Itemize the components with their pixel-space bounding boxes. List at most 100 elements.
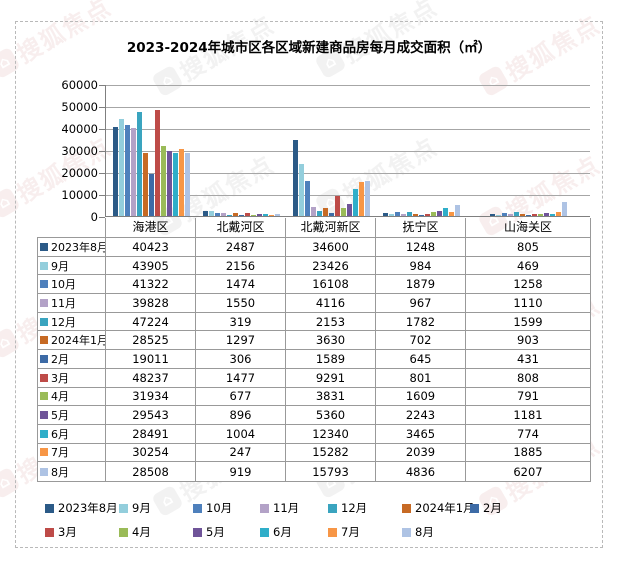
table-row-label-10月: 10月 — [38, 275, 106, 295]
bar-4月-海港区 — [160, 146, 166, 216]
bar-5月-北戴河区 — [256, 214, 262, 216]
bar-4月-抚宁区 — [430, 212, 436, 216]
table-cell-11月-北戴河新区: 4116 — [286, 294, 376, 313]
table-cell-2024年1月-北戴河区: 1297 — [196, 331, 286, 351]
table-cell-10月-北戴河区: 1474 — [196, 275, 286, 295]
table-row-label-text: 2023年8月 — [51, 240, 106, 254]
y-axis-tick-mark — [99, 129, 105, 130]
legend-label: 4月 — [132, 525, 151, 539]
table-cell-7月-抚宁区: 2039 — [376, 443, 466, 463]
bar-9月-北戴河区 — [208, 211, 214, 216]
legend-item-2024年1月: 2024年1月 — [402, 500, 475, 516]
legend-key-icon — [40, 467, 48, 476]
bar-6月-海港区 — [172, 153, 178, 216]
legend-key-icon — [40, 354, 48, 363]
table-cell-2023年8月-海港区: 40423 — [106, 238, 196, 257]
bar-3月-北戴河新区 — [334, 196, 340, 216]
y-axis: 60000 50000 40000 30000 20000 10000 0 — [50, 0, 98, 240]
table-cell-9月-海港区: 43905 — [106, 256, 196, 276]
legend-swatch-icon — [119, 527, 128, 537]
table-cell-3月-海港区: 48237 — [106, 368, 196, 388]
legend-label: 7月 — [341, 525, 360, 539]
table-row-label-text: 5月 — [51, 409, 69, 423]
bar-3月-抚宁区 — [424, 214, 430, 216]
table-cell-7月-北戴河区: 247 — [196, 443, 286, 463]
legend-item-2023年8月: 2023年8月 — [45, 500, 118, 516]
table-row-label-text: 6月 — [51, 427, 69, 441]
legend-item-12月: 12月 — [328, 500, 367, 516]
legend-label: 2024年1月 — [415, 501, 475, 515]
table-cell-7月-海港区: 30254 — [106, 443, 196, 463]
legend-label: 8月 — [415, 525, 434, 539]
table-cell-5月-北戴河新区: 5360 — [286, 406, 376, 425]
legend-key-icon — [40, 392, 48, 401]
bar-6月-山海关区 — [550, 214, 555, 216]
table-cell-4月-北戴河区: 677 — [196, 387, 286, 407]
legend-swatch-icon — [45, 527, 54, 537]
bar-5月-抚宁区 — [436, 211, 442, 216]
legend-key-icon — [40, 411, 48, 420]
bar-2月-北戴河新区 — [328, 213, 334, 216]
table-row-label-8月: 8月 — [38, 462, 106, 481]
table-row-label-text: 2月 — [51, 352, 69, 366]
bar-10月-山海关区 — [502, 213, 507, 216]
table-cell-11月-山海关区: 1110 — [466, 294, 590, 313]
bar-8月-海港区 — [184, 153, 190, 216]
table-cell-8月-海港区: 28508 — [106, 462, 196, 481]
table-row-label-text: 2024年1月 — [51, 334, 106, 348]
bar-2024年1月-山海关区 — [520, 214, 525, 216]
gridline — [106, 195, 590, 196]
y-axis-tick-mark — [99, 107, 105, 108]
bar-2023年8月-山海关区 — [490, 214, 495, 216]
bar-2月-抚宁区 — [418, 215, 424, 216]
y-axis-tick-mark — [99, 173, 105, 174]
bar-2024年1月-北戴河区 — [232, 213, 238, 216]
table-cell-9月-北戴河区: 2156 — [196, 256, 286, 276]
legend-label: 9月 — [132, 501, 151, 515]
bar-5月-北戴河新区 — [346, 204, 352, 216]
table-row-label-12月: 12月 — [38, 312, 106, 332]
bar-4月-北戴河新区 — [340, 208, 346, 216]
bar-11月-抚宁区 — [400, 214, 406, 216]
table-cell-2月-海港区: 19011 — [106, 350, 196, 369]
bar-10月-抚宁区 — [394, 212, 400, 216]
bar-11月-海港区 — [130, 128, 136, 216]
bar-12月-抚宁区 — [406, 212, 412, 216]
legend-key-icon — [40, 298, 48, 307]
table-cell-12月-北戴河区: 319 — [196, 312, 286, 332]
table-row-label-11月: 11月 — [38, 294, 106, 313]
table-cell-8月-抚宁区: 4836 — [376, 462, 466, 481]
bar-12月-北戴河新区 — [316, 211, 322, 216]
table-row-label-4月: 4月 — [38, 387, 106, 407]
table-cell-2024年1月-海港区: 28525 — [106, 331, 196, 351]
table-cell-11月-抚宁区: 967 — [376, 294, 466, 313]
bar-6月-北戴河区 — [262, 214, 268, 216]
legend-label: 3月 — [58, 525, 77, 539]
bar-11月-北戴河区 — [220, 213, 226, 216]
legend-swatch-icon — [328, 503, 337, 513]
table-row-label-text: 11月 — [51, 296, 76, 310]
legend-swatch-icon — [402, 527, 411, 537]
table-row-label-text: 12月 — [51, 315, 76, 329]
gridline — [106, 85, 590, 86]
legend-item-4月: 4月 — [119, 524, 151, 540]
table-cell-6月-抚宁区: 3465 — [376, 424, 466, 444]
legend-key-icon — [40, 448, 48, 457]
table-cell-8月-山海关区: 6207 — [513, 464, 543, 479]
legend-label: 11月 — [273, 501, 300, 515]
bar-10月-北戴河新区 — [304, 181, 310, 216]
category-label-抚宁区: 抚宁区 — [376, 218, 466, 237]
table-cell-2月-北戴河新区: 1589 — [286, 350, 376, 369]
bar-group-北戴河区 — [196, 85, 286, 216]
plot-area — [99, 85, 590, 218]
legend-item-2月: 2月 — [470, 500, 502, 516]
bar-3月-海港区 — [154, 110, 160, 216]
bar-3月-北戴河区 — [244, 213, 250, 216]
table-cell-10月-山海关区: 1258 — [466, 275, 590, 295]
table-cell-2024年1月-北戴河新区: 3630 — [286, 331, 376, 351]
table-cell-8月-北戴河区: 919 — [196, 462, 286, 481]
table-row-label-text: 4月 — [51, 390, 69, 404]
table-cell-2024年1月-抚宁区: 702 — [376, 331, 466, 351]
legend-item-9月: 9月 — [119, 500, 151, 516]
